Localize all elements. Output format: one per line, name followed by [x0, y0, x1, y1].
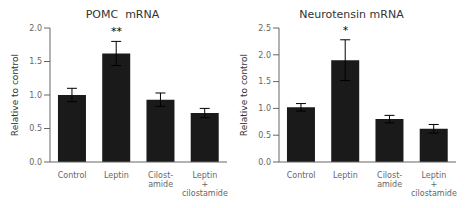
svg-text:Leptin+cilostamide: Leptin+cilostamide [182, 171, 228, 198]
html-text:POMC mRNA: POMC mRNA [85, 8, 160, 21]
svg-text:0.0: 0.0 [258, 158, 271, 167]
svg-text:*: * [343, 24, 349, 37]
svg-text:1.0: 1.0 [258, 104, 271, 113]
svg-text:2.0: 2.0 [29, 24, 42, 33]
svg-text:**: ** [111, 25, 123, 38]
svg-text:Control: Control [287, 171, 316, 180]
svg-text:2.0: 2.0 [258, 51, 271, 60]
svg-text:Leptin: Leptin [333, 171, 358, 180]
svg-text:Cilost-amide: Cilost-amide [377, 171, 402, 189]
svg-text:1.5: 1.5 [258, 77, 271, 86]
svg-text:1.5: 1.5 [29, 57, 42, 66]
html-text:Neurotensin mRNA: Neurotensin mRNA [299, 8, 404, 21]
svg-text:Relative to control: Relative to control [10, 54, 20, 136]
svg-text:0.5: 0.5 [29, 124, 42, 133]
svg-text:0.5: 0.5 [258, 131, 271, 140]
svg-text:Control: Control [58, 171, 87, 180]
svg-text:2.5: 2.5 [258, 24, 271, 33]
svg-text:0.0: 0.0 [29, 158, 42, 167]
svg-text:Leptin: Leptin [104, 171, 129, 180]
svg-text:1.0: 1.0 [29, 91, 42, 100]
svg-text:Leptin+cilostamide: Leptin+cilostamide [411, 171, 457, 198]
svg-text:Relative to control: Relative to control [239, 54, 249, 136]
svg-text:Cilost-amide: Cilost-amide [148, 171, 173, 189]
